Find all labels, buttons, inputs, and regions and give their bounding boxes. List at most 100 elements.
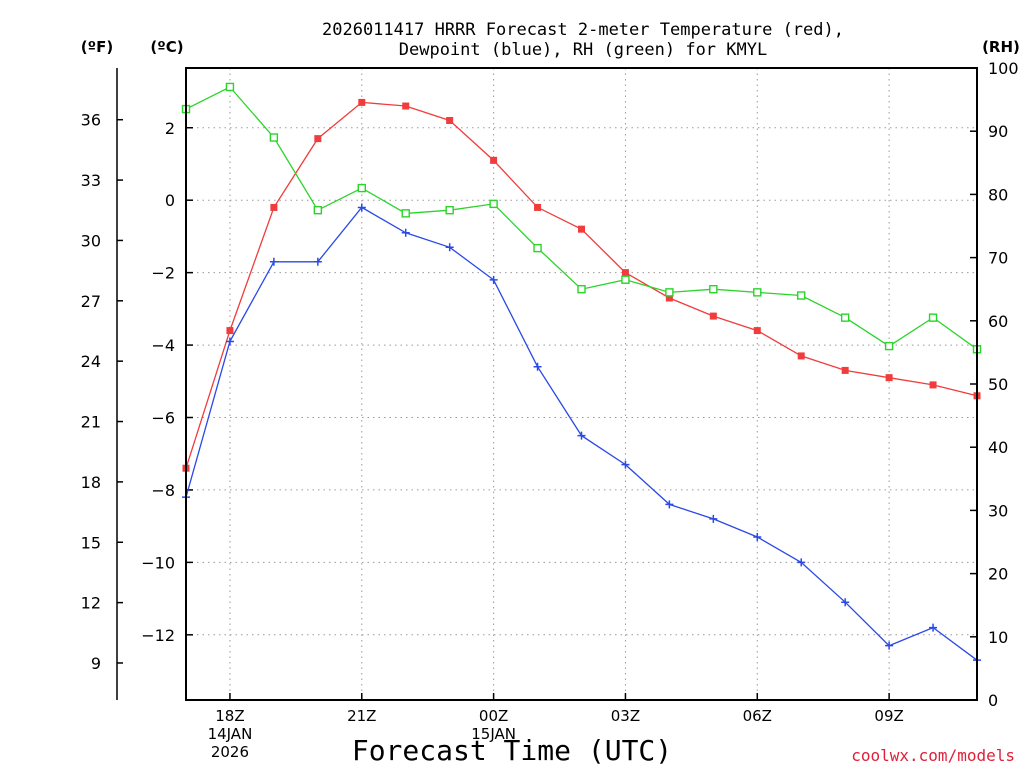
rh-point [709, 285, 718, 294]
fahrenheit-axis: 36 33 30 27 24 21 18 15 12 9 [81, 68, 123, 700]
time-tick-label: 09Z [874, 707, 903, 725]
plot-frame [185, 67, 978, 701]
rh-point [445, 205, 454, 215]
temperature-point [621, 269, 629, 277]
time-tick-label: 03Z [611, 707, 640, 725]
temperature-point [885, 374, 893, 382]
celsius-axis: 2 0 −2 −4 −6 −8 −10 −12 [141, 119, 193, 645]
dewpoint-point [753, 533, 762, 542]
celsius-tick-label: −4 [151, 336, 175, 355]
temperature-point [358, 98, 366, 106]
rh-tick-label: 20 [988, 565, 1008, 584]
fahrenheit-tick-label: 33 [81, 171, 101, 190]
rh-point [840, 313, 850, 322]
temperature-point [578, 225, 585, 233]
rh-axis-label: (RH) [982, 38, 1020, 56]
rh-point [269, 133, 279, 142]
fahrenheit-tick-label: 12 [81, 594, 101, 613]
chart-title-line-1: 2026011417 HRRR Forecast 2-meter Tempera… [322, 20, 844, 40]
rh-point [357, 183, 366, 193]
temperature-point [314, 135, 322, 143]
rh-tick-label: 0 [988, 691, 998, 710]
time-tick-label: 18Z [215, 707, 244, 725]
fahrenheit-tick-label: 36 [81, 111, 101, 130]
fahrenheit-tick-label: 18 [81, 473, 101, 492]
rh-tick-label: 70 [988, 249, 1008, 268]
celsius-tick-label: −10 [141, 553, 175, 572]
grid-lines [186, 68, 977, 700]
dewpoint-point [885, 641, 894, 650]
rh-point [533, 243, 542, 253]
rh-point [621, 275, 630, 284]
rh-tick-label: 90 [988, 122, 1008, 141]
celsius-tick-label: −6 [151, 409, 175, 428]
rh-point [401, 209, 410, 218]
time-tick-label: 15JAN [471, 725, 516, 743]
credit-text: coolwx.com/models [851, 746, 1015, 765]
celsius-axis-label: (ºC) [150, 38, 183, 56]
dewpoint-point [797, 558, 806, 567]
dewpoint-point [841, 598, 850, 607]
rh-tick-label: 10 [988, 628, 1008, 647]
time-tick-label: 2026 [211, 743, 249, 761]
fahrenheit-tick-label: 27 [81, 292, 101, 311]
dewpoint-point [929, 623, 938, 632]
rh-point [665, 288, 674, 297]
x-axis-label: Forecast Time (UTC) [352, 734, 672, 767]
rh-point [489, 199, 498, 209]
temperature-point [534, 203, 542, 211]
celsius-tick-label: 0 [165, 191, 175, 210]
fahrenheit-tick-label: 21 [81, 413, 101, 432]
rh-tick-label: 50 [988, 375, 1008, 394]
fahrenheit-tick-label: 9 [91, 654, 101, 673]
rh-point [313, 205, 323, 215]
dewpoint-point [621, 460, 630, 469]
temperature-point [753, 327, 761, 335]
dewpoint-point [445, 243, 454, 252]
time-tick-label: 00Z [479, 707, 508, 725]
rh-point [928, 313, 938, 322]
temperature-point [841, 366, 849, 374]
rh-point [577, 285, 586, 294]
time-tick-label: 21Z [347, 707, 376, 725]
rh-tick-label: 100 [988, 59, 1019, 78]
time-tick-label: 06Z [743, 707, 772, 725]
celsius-tick-label: −12 [141, 626, 175, 645]
fahrenheit-tick-label: 24 [81, 352, 101, 371]
fahrenheit-tick-label: 15 [81, 533, 101, 552]
temperature-point [402, 102, 410, 110]
rh-point [884, 341, 894, 351]
temperature-point [797, 352, 805, 360]
dewpoint-point [577, 431, 586, 440]
rh-tick-label: 40 [988, 438, 1008, 457]
temperature-point [446, 117, 454, 125]
celsius-tick-label: −8 [151, 481, 175, 500]
time-tick-label: 14JAN [208, 725, 253, 743]
temperature-point [226, 327, 234, 335]
dewpoint-point [533, 362, 542, 371]
temperature-point [709, 312, 717, 320]
temperature-point [665, 294, 673, 302]
rh-point [797, 291, 806, 300]
fahrenheit-tick-label: 30 [81, 231, 101, 250]
chart-title-line-2: Dewpoint (blue), RH (green) for KMYL [399, 40, 767, 60]
dewpoint-point [225, 337, 234, 346]
temperature-point [270, 203, 278, 211]
dewpoint-point [357, 203, 366, 212]
rh-tick-label: 80 [988, 185, 1008, 204]
dewpoint-point [489, 275, 498, 284]
dewpoint-point [401, 228, 410, 237]
rh-tick-label: 60 [988, 312, 1008, 331]
rh-point [753, 288, 762, 297]
temperature-point [929, 381, 937, 389]
celsius-tick-label: −2 [151, 264, 175, 283]
fahrenheit-axis-label: (ºF) [81, 38, 113, 56]
rh-line [185, 86, 978, 350]
dewpoint-point [709, 514, 718, 523]
series-layer [181, 82, 982, 665]
dewpoint-point [269, 257, 278, 266]
rh-point [225, 82, 235, 92]
